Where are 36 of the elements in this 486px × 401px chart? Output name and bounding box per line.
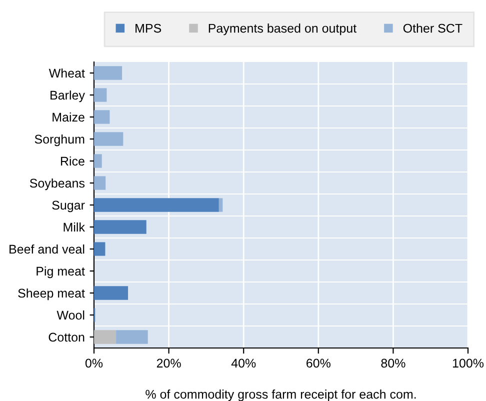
bar — [94, 220, 146, 234]
y-tick-label: Milk — [64, 222, 85, 232]
bar — [94, 110, 110, 124]
legend-label: Payments based on output — [208, 24, 356, 36]
x-tick-label: 80% — [381, 358, 406, 368]
x-tick-label: 100% — [452, 358, 484, 368]
y-tick-label: Wheat — [48, 68, 85, 78]
bar — [116, 330, 148, 344]
y-tick-label: Maize — [52, 112, 84, 122]
legend-label: MPS — [136, 24, 162, 33]
y-tick-label: Sugar — [52, 200, 85, 212]
legend-label: Other SCT — [403, 24, 462, 33]
bar — [94, 176, 106, 190]
x-tick-label: 60% — [306, 358, 330, 368]
y-tick-label: Soybeans — [30, 178, 85, 190]
bar — [94, 154, 102, 168]
y-tick-label: Rice — [60, 156, 84, 166]
bar — [94, 286, 128, 300]
x-tick-label: 0% — [85, 358, 103, 368]
y-tick-label: Sheep meat — [18, 288, 85, 300]
y-tick-label: Sorghum — [34, 134, 84, 146]
y-tick-label: Wool — [56, 310, 84, 320]
x-tick-label: 40% — [231, 358, 256, 368]
y-tick-label: Cotton — [48, 332, 84, 342]
bar — [94, 330, 116, 344]
x-tick-label: 20% — [156, 358, 181, 368]
bar — [218, 198, 223, 212]
y-tick-label: Pig meat — [36, 266, 85, 278]
bar — [94, 132, 124, 146]
y-tick-label: Barley — [50, 90, 85, 102]
bar — [94, 88, 107, 102]
y-tick-label: Beef and veal — [10, 244, 84, 254]
bar — [94, 66, 122, 80]
bar — [94, 198, 219, 212]
bar — [94, 242, 106, 256]
x-axis-title: % of commodity gross farm receipt for each com. — [146, 390, 416, 401]
